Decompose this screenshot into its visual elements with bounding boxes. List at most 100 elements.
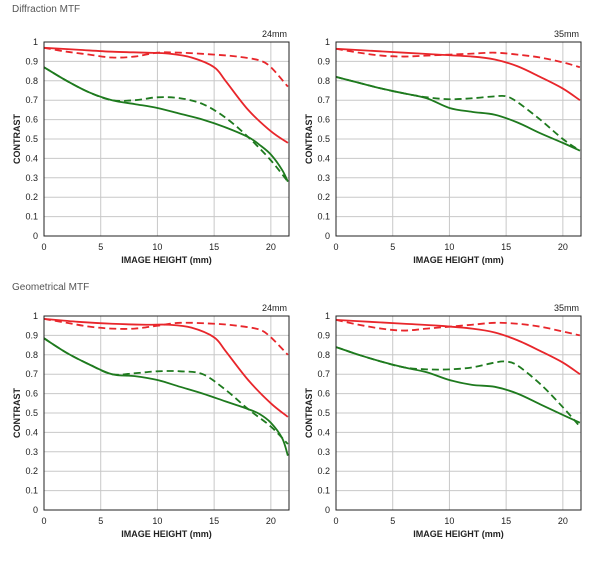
- x-tick-label: 20: [266, 516, 276, 526]
- x-tick-label: 15: [501, 516, 511, 526]
- y-axis-title: CONTRAST: [304, 388, 314, 438]
- y-tick-label: 1: [33, 311, 38, 321]
- y-tick-label: 0: [33, 505, 38, 515]
- x-axis-title: IMAGE HEIGHT (mm): [413, 529, 504, 539]
- chart-svg: 00.10.20.30.40.50.60.70.80.910 5 10 15 20IMA…: [304, 303, 582, 539]
- chart-svg: 00.10.20.30.40.50.60.70.80.910 5 10 15 20IMA…: [12, 303, 290, 539]
- x-tick-label: 0: [333, 242, 338, 252]
- green-solid-series-line: [43, 66, 289, 183]
- plot-frame: [43, 41, 290, 237]
- x-tick-label: 10: [152, 242, 162, 252]
- y-tick-label: 0.4: [317, 153, 330, 163]
- x-tick-label: 20: [266, 242, 276, 252]
- x-tick-label: 20: [558, 516, 568, 526]
- x-tick-label: 15: [209, 242, 219, 252]
- y-tick-label: 1: [325, 37, 330, 47]
- y-tick-label: 0.1: [317, 486, 330, 496]
- mtf-chart-geometrical-35mm: 0 0.1 0.2 0.3 0.4 0.5 0.6 0.7 0.8 0.9 1 0 5 10 15 20 IMA…: [292, 302, 584, 564]
- x-tick-label: 5: [390, 242, 395, 252]
- red-solid-series-line: [335, 47, 581, 101]
- green-dashed-series-line: [43, 66, 289, 183]
- focal-length-label: 24mm: [262, 303, 287, 313]
- plot-frame: [43, 315, 290, 511]
- x-tick-label: 0: [333, 516, 338, 526]
- plot-frame: [335, 315, 582, 511]
- y-tick-label: 0.1: [317, 212, 330, 222]
- y-axis-title: CONTRAST: [12, 388, 22, 438]
- x-tick-label: 20: [558, 242, 568, 252]
- y-tick-label: 0.6: [25, 389, 38, 399]
- y-tick-label: 0.3: [25, 173, 38, 183]
- x-tick-label: 15: [501, 242, 511, 252]
- y-tick-label: 0.4: [25, 427, 38, 437]
- red-solid-series-line: [43, 46, 289, 144]
- y-tick-label: 1: [33, 37, 38, 47]
- y-tick-label: 0.2: [317, 466, 330, 476]
- green-dashed-series-line: [335, 76, 581, 152]
- y-tick-label: 0.2: [25, 192, 38, 202]
- mtf-chart-diffraction-35mm: 0 0.1 0.2 0.3 0.4 0.5 0.6 0.7 0.8 0.9 1 0 5 10 15 20 IMA…: [292, 28, 584, 290]
- y-tick-label: 0.4: [25, 153, 38, 163]
- y-tick-label: 0.2: [317, 192, 330, 202]
- x-tick-label: 10: [444, 516, 454, 526]
- y-tick-label: 0.8: [317, 76, 330, 86]
- y-tick-label: 0.5: [317, 408, 330, 418]
- y-tick-label: 0.3: [317, 447, 330, 457]
- x-axis-title: IMAGE HEIGHT (mm): [121, 255, 212, 265]
- x-tick-label: 5: [390, 516, 395, 526]
- red-dashed-series-line: [335, 318, 581, 337]
- y-tick-label: 0.3: [317, 173, 330, 183]
- y-tick-label: 0.7: [317, 95, 330, 105]
- y-tick-label: 0: [325, 231, 330, 241]
- y-tick-label: 0.7: [25, 95, 38, 105]
- y-tick-label: 0.7: [317, 369, 330, 379]
- red-solid-series-line: [43, 318, 289, 418]
- y-tick-label: 0.6: [25, 115, 38, 125]
- y-tick-label: 0: [33, 231, 38, 241]
- red-dashed-series-line: [335, 47, 581, 69]
- y-tick-label: 0.3: [25, 447, 38, 457]
- x-axis-title: IMAGE HEIGHT (mm): [413, 255, 504, 265]
- x-tick-label: 0: [41, 242, 46, 252]
- y-tick-label: 0.4: [317, 427, 330, 437]
- y-tick-label: 0.5: [25, 408, 38, 418]
- red-dashed-series-line: [43, 318, 289, 356]
- y-tick-label: 0.9: [317, 330, 330, 340]
- y-tick-label: 0.8: [25, 76, 38, 86]
- green-solid-series-line: [43, 337, 289, 456]
- red-solid-series-line: [335, 318, 581, 375]
- y-tick-label: 0.5: [25, 134, 38, 144]
- chart-svg: 00.10.20.30.40.50.60.70.80.910 5 10 15 20IMA…: [12, 29, 290, 265]
- red-dashed-series-line: [43, 46, 289, 88]
- y-tick-label: 0.9: [25, 56, 38, 66]
- y-tick-label: 0.1: [25, 486, 38, 496]
- y-tick-label: 0.6: [317, 115, 330, 125]
- y-tick-label: 0.9: [317, 56, 330, 66]
- y-tick-label: 1: [325, 311, 330, 321]
- y-axis-title: CONTRAST: [12, 114, 22, 164]
- y-tick-label: 0.1: [25, 212, 38, 222]
- y-tick-label: 0.9: [25, 330, 38, 340]
- mtf-chart-geometrical-24mm: 0 0.1 0.2 0.3 0.4 0.5 0.6 0.7 0.8 0.9 1 0 5 10 15 20 IMA…: [0, 302, 292, 564]
- y-tick-label: 0.6: [317, 389, 330, 399]
- focal-length-label: 24mm: [262, 29, 287, 39]
- y-axis-title: CONTRAST: [304, 114, 314, 164]
- section-label-diffraction: Diffraction MTF: [12, 4, 81, 15]
- green-dashed-series-line: [335, 346, 581, 428]
- section-label-geometrical: Geometrical MTF: [12, 282, 90, 293]
- x-tick-label: 5: [98, 516, 103, 526]
- chart-svg: 00.10.20.30.40.50.60.70.80.910 5 10 15 20IMA…: [304, 29, 582, 265]
- y-tick-label: 0.7: [25, 369, 38, 379]
- focal-length-label: 35mm: [554, 29, 579, 39]
- green-solid-series-line: [335, 76, 581, 152]
- y-tick-label: 0.8: [317, 350, 330, 360]
- x-tick-label: 5: [98, 242, 103, 252]
- x-tick-label: 10: [444, 242, 454, 252]
- y-tick-label: 0.5: [317, 134, 330, 144]
- y-tick-label: 0.2: [25, 466, 38, 476]
- x-tick-label: 15: [209, 516, 219, 526]
- x-axis-title: IMAGE HEIGHT (mm): [121, 529, 212, 539]
- x-tick-label: 10: [152, 516, 162, 526]
- green-dashed-series-line: [43, 337, 289, 445]
- y-tick-label: 0.8: [25, 350, 38, 360]
